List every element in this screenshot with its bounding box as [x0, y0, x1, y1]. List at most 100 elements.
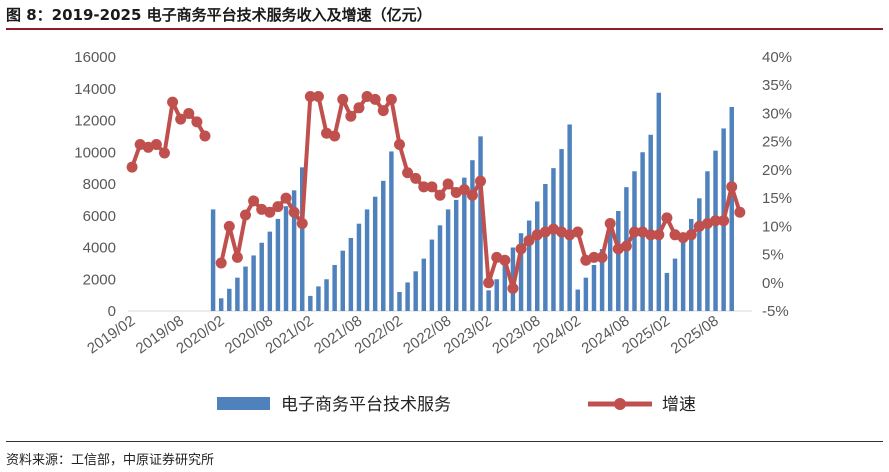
bar: [478, 136, 483, 311]
line-marker: [312, 91, 324, 103]
bar: [680, 239, 686, 311]
line-marker: [167, 96, 179, 108]
left-tick-label: 12000: [74, 113, 116, 130]
left-tick-label: 6000: [83, 208, 116, 225]
line-marker: [191, 116, 203, 128]
right-tick-label: 30%: [762, 105, 792, 122]
line-marker: [458, 184, 470, 196]
bar: [518, 233, 524, 311]
bar: [372, 196, 378, 311]
line-marker: [475, 175, 487, 187]
line-marker: [353, 102, 365, 114]
bar: [551, 168, 556, 311]
bar: [616, 210, 621, 311]
line-marker: [620, 240, 632, 252]
line-marker: [434, 189, 446, 201]
line-marker: [515, 243, 527, 255]
bar: [583, 277, 589, 311]
bar: [227, 288, 232, 311]
bar: [632, 171, 637, 311]
line-series: [126, 91, 746, 294]
right-tick-label: 25%: [762, 134, 792, 151]
bar: [413, 271, 418, 311]
right-tick-label: 35%: [762, 77, 792, 94]
bar: [713, 150, 718, 311]
figure-title: 图 8：2019-2025 电子商务平台技术服务收入及增速（亿元）: [6, 6, 432, 24]
bar: [356, 223, 362, 311]
right-tick-label: 0%: [762, 275, 784, 292]
bar: [526, 220, 532, 311]
bar: [462, 177, 467, 311]
line-marker: [653, 229, 665, 241]
right-tick-label: 40%: [762, 49, 792, 66]
line-marker: [685, 229, 697, 241]
bar: [429, 239, 435, 311]
bar: [664, 272, 670, 311]
line-marker: [645, 229, 657, 241]
line-marker: [248, 195, 260, 207]
line-marker: [158, 147, 170, 159]
line-marker: [272, 201, 284, 213]
bar: [575, 289, 580, 311]
line-marker: [288, 206, 300, 218]
bar: [364, 209, 370, 311]
line-marker: [442, 178, 454, 190]
bar: [300, 167, 305, 311]
x-axis-ticks: 2019/022019/082020/022020/082021/022021/…: [84, 312, 722, 357]
legend-line-marker: [614, 398, 626, 410]
bar: [445, 209, 451, 311]
line-marker: [231, 251, 243, 263]
line-marker: [175, 113, 187, 125]
line-marker: [402, 167, 414, 179]
line-marker: [369, 93, 381, 105]
title-rule: [6, 28, 883, 30]
right-tick-label: 15%: [762, 190, 792, 207]
left-tick-label: 2000: [83, 271, 116, 288]
bar: [235, 277, 240, 311]
left-tick-label: 16000: [74, 49, 116, 66]
bar: [591, 264, 597, 311]
line-marker: [377, 105, 389, 117]
line-marker: [264, 206, 276, 218]
bar: [470, 160, 475, 311]
bar: [494, 279, 499, 311]
chart: 0 2000 4000 6000 8000 10000 12000 14000 16000 -5…: [74, 49, 792, 415]
bar: [332, 264, 337, 311]
line-marker: [718, 215, 730, 227]
line-marker: [150, 138, 162, 150]
bar: [283, 206, 289, 311]
bar: [607, 230, 613, 311]
line-marker: [426, 181, 438, 193]
legend-bar-swatch: [217, 397, 270, 410]
left-tick-label: 10000: [74, 144, 116, 161]
line-marker: [223, 220, 235, 232]
bar: [567, 124, 572, 311]
bar: [697, 198, 702, 311]
line-marker: [734, 206, 746, 218]
bar: [316, 286, 321, 311]
bar: [275, 218, 281, 311]
line-marker: [572, 226, 584, 238]
line-marker: [385, 93, 397, 105]
bar: [348, 237, 354, 311]
line-marker: [393, 138, 405, 150]
bar: [535, 201, 540, 311]
line-marker: [523, 234, 535, 246]
bar: [599, 249, 605, 311]
bar: [267, 231, 273, 311]
line-marker: [628, 226, 640, 238]
bar: [656, 92, 662, 311]
line-marker: [337, 93, 349, 105]
bar: [543, 184, 548, 311]
line-marker: [304, 91, 316, 103]
line-marker: [507, 282, 519, 294]
right-tick-label: 5%: [762, 247, 784, 264]
right-tick-label: -5%: [762, 303, 789, 320]
bar: [688, 218, 694, 311]
bar: [397, 291, 402, 311]
line-marker: [183, 107, 195, 119]
bar: [421, 258, 427, 311]
line-marker: [596, 251, 608, 263]
x-tick-label: 2025/08: [668, 312, 722, 357]
line-marker: [280, 192, 292, 204]
